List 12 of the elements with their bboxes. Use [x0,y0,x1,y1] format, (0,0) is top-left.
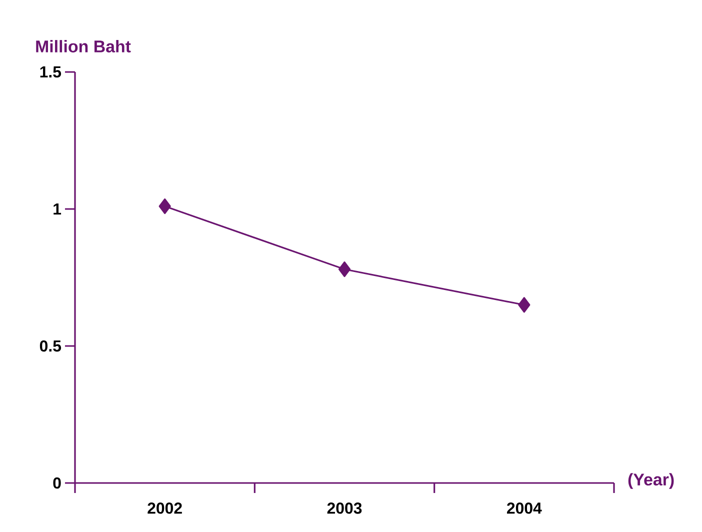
point [158,198,171,214]
y-tick-label: 1.5 [40,66,62,78]
y-tick-label: 1 [54,204,62,214]
y-axis-title: Million Baht [36,40,131,52]
x-tick-label: 2003 [327,502,362,514]
y-tick-label: 0.5 [40,340,62,352]
point [518,297,530,313]
x-tick-label: 2002 [148,502,182,514]
y-tick-label: 0 [53,477,61,489]
x-tick-label: 2004 [506,502,542,514]
point [338,261,351,278]
x-axis-title: (Year) [628,473,674,489]
